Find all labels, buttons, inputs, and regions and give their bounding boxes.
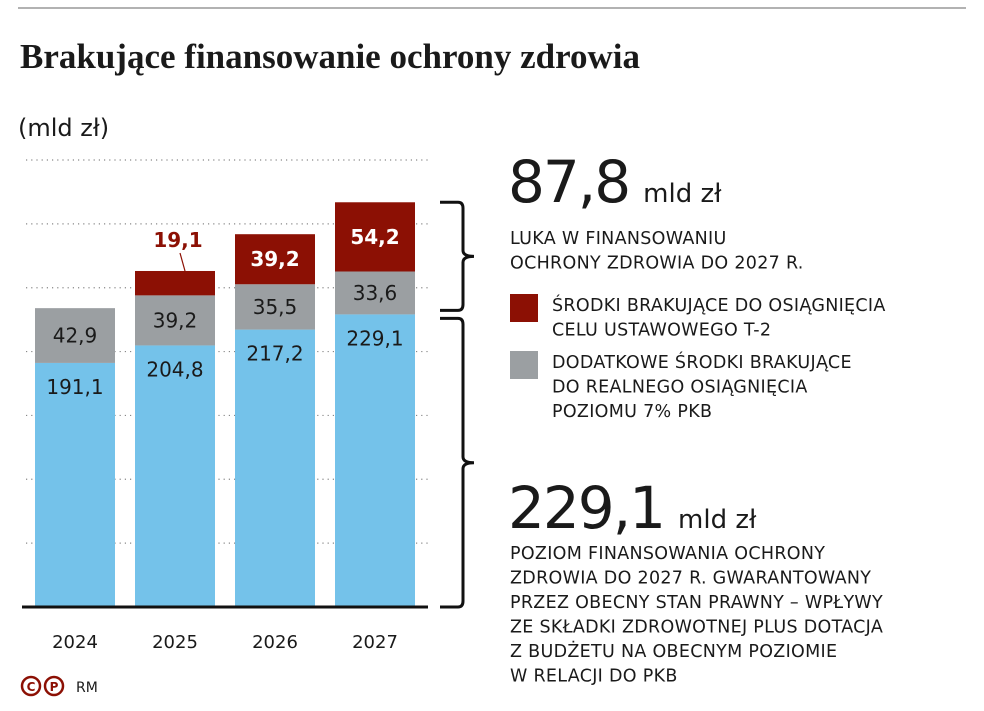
- annotation-text: POZIOM FINANSOWANIA OCHRONY ZDROWIA DO 20…: [510, 544, 883, 687]
- bar-segment: [235, 234, 315, 285]
- bar-segment: [335, 314, 415, 607]
- bar-segment: [135, 345, 215, 607]
- logo: C P: [20, 675, 65, 697]
- value-label: 217,2: [246, 342, 303, 366]
- bar-segment: [335, 202, 415, 272]
- value-label: 19,1: [153, 228, 202, 252]
- value-label: 229,1: [346, 326, 403, 350]
- bar-segment: [135, 295, 215, 346]
- value-label: 54,2: [350, 225, 399, 249]
- value-label: 39,2: [153, 308, 198, 332]
- unit-label: (mld zł): [18, 114, 109, 142]
- annotation-text: LUKA W FINANSOWANIU OCHRONY ZDROWIA DO 20…: [510, 229, 804, 274]
- value-label: 191,1: [46, 375, 103, 399]
- value-label: 33,6: [353, 281, 398, 305]
- x-tick-label: 2024: [52, 632, 98, 653]
- value-label: 204,8: [146, 357, 203, 381]
- legend-swatch: [510, 351, 538, 379]
- annotation-value: 87,8: [508, 148, 629, 216]
- bar-segment: [335, 271, 415, 315]
- svg-text:P: P: [50, 680, 59, 694]
- x-tick-label: 2026: [252, 632, 298, 653]
- legend-swatch: [510, 294, 538, 322]
- bar-segment: [35, 362, 115, 607]
- annotation-value: 229,1: [508, 474, 664, 542]
- bar-segment: [35, 308, 115, 363]
- legend-label: ŚRODKI BRAKUJĄCE DO OSIĄGNIĘCIA CELU USTA…: [552, 294, 886, 341]
- leader-line: [179, 252, 186, 272]
- x-tick-label: 2025: [152, 632, 198, 653]
- annotation-unit: mld zł: [678, 505, 757, 535]
- value-label: 42,9: [53, 324, 98, 348]
- value-label: 35,5: [253, 295, 298, 319]
- credit: RM: [76, 680, 98, 696]
- x-tick-label: 2027: [352, 632, 398, 653]
- brace: [440, 316, 475, 609]
- brace: [440, 200, 475, 312]
- bar-segment: [235, 284, 315, 330]
- bar-segment: [135, 270, 215, 296]
- value-label: 39,2: [250, 247, 299, 271]
- bar-segment: [235, 329, 315, 607]
- chart-title: Brakujące finansowanie ochrony zdrowia: [20, 37, 640, 76]
- svg-text:C: C: [27, 680, 36, 694]
- legend-label: DODATKOWE ŚRODKI BRAKUJĄCE DO REALNEGO OS…: [552, 351, 852, 422]
- annotation-unit: mld zł: [643, 179, 722, 209]
